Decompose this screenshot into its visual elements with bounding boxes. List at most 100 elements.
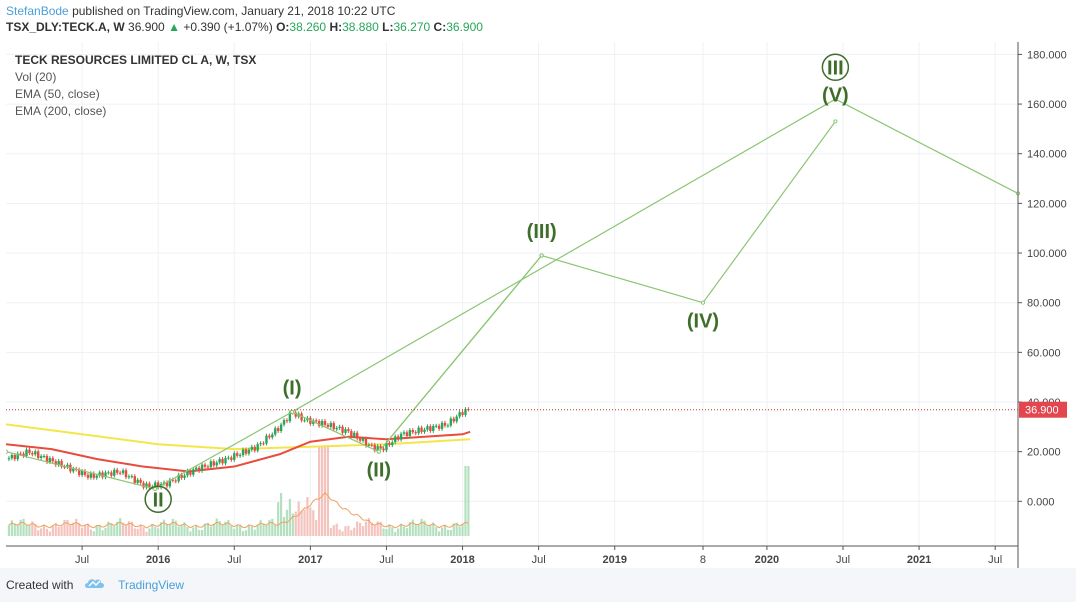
candle-body xyxy=(303,420,306,422)
volume-bar xyxy=(253,529,256,536)
volume-bar xyxy=(148,528,151,536)
volume-bar xyxy=(394,531,397,536)
volume-bar xyxy=(402,526,406,536)
created-with-text: Created with xyxy=(6,578,74,592)
volume-bar xyxy=(382,528,385,536)
volume-bar xyxy=(458,526,461,536)
volume-bar xyxy=(443,525,447,536)
volume-bar xyxy=(186,527,189,536)
candle-body xyxy=(279,424,283,432)
candle-body xyxy=(186,470,189,476)
candle-body xyxy=(350,431,353,437)
candle-body xyxy=(221,459,224,464)
volume-bar xyxy=(195,525,198,536)
x-tick-label: 2020 xyxy=(755,554,779,566)
volume-bar xyxy=(45,528,49,536)
x-tick-label: Jul xyxy=(532,554,546,566)
candle-body xyxy=(19,453,22,455)
volume-bar xyxy=(192,527,195,536)
volume-bar xyxy=(209,526,212,536)
last-price-label: 36.900 xyxy=(1025,405,1059,417)
candle-body xyxy=(118,472,122,474)
volume-bar xyxy=(198,529,201,536)
candle-body xyxy=(57,460,60,465)
candle-body xyxy=(347,429,350,432)
volume-bar xyxy=(145,531,148,536)
ema50-line xyxy=(5,430,471,473)
volume-bar xyxy=(72,522,75,536)
volume-bar xyxy=(300,510,303,536)
x-tick-label: 2019 xyxy=(602,554,626,566)
volume-bar xyxy=(247,524,251,536)
candle-body xyxy=(355,432,359,439)
volume-bar xyxy=(200,530,204,536)
volume-bar xyxy=(215,518,218,536)
price-chart[interactable]: II(I)(II)(III)(IV)(V)III 0.00020.00040.0… xyxy=(3,42,1070,568)
candle-body xyxy=(165,482,169,487)
volume-bar xyxy=(174,520,177,536)
volume-bar xyxy=(449,529,452,536)
author-link[interactable]: StefanBode xyxy=(6,4,69,18)
volume-bar xyxy=(318,446,321,536)
wave-point xyxy=(289,409,295,415)
candle-body xyxy=(391,442,394,446)
volume-bar xyxy=(37,530,40,536)
y-tick-label: 60.000 xyxy=(1027,347,1061,359)
volume-bar xyxy=(256,524,259,536)
candle-body xyxy=(288,412,292,422)
close-value: 36.900 xyxy=(446,20,483,34)
candle-body xyxy=(130,476,134,478)
candle-body xyxy=(224,457,227,464)
volume-bar xyxy=(411,519,414,536)
candle-body xyxy=(83,470,87,475)
volume-bar xyxy=(291,513,294,536)
candle-body xyxy=(294,412,297,417)
volume-bar xyxy=(10,520,13,536)
wave-point xyxy=(539,253,544,258)
volume-bar xyxy=(464,466,467,536)
candle-body xyxy=(250,446,254,450)
volume-bar xyxy=(326,446,330,536)
candle-body xyxy=(89,473,93,478)
volume-bar xyxy=(294,511,297,536)
candle-body xyxy=(271,434,274,438)
candle-body xyxy=(101,472,104,478)
volume-bar xyxy=(399,523,403,536)
candle-body xyxy=(16,453,19,460)
x-tick-label: 8 xyxy=(700,554,706,566)
candle-body xyxy=(95,475,98,478)
volume-bar xyxy=(212,523,215,536)
wave-label: III xyxy=(827,57,844,79)
volume-bar xyxy=(353,527,356,536)
volume-bar xyxy=(98,525,101,536)
candle-body xyxy=(98,472,101,476)
volume-bar xyxy=(95,526,98,536)
candle-body xyxy=(127,476,131,478)
candle-body xyxy=(358,438,362,441)
x-tick-label: Jul xyxy=(75,554,89,566)
candle-body xyxy=(42,456,46,458)
x-tick-label: 2021 xyxy=(907,554,931,566)
volume-bar xyxy=(40,528,43,536)
candle-body xyxy=(77,469,81,476)
candle-body xyxy=(408,430,412,437)
y-tick-label: 0.000 xyxy=(1027,496,1055,508)
candle-body xyxy=(31,453,34,455)
volume-bar xyxy=(19,519,22,536)
volume-bar xyxy=(446,529,450,536)
candle-body xyxy=(464,409,467,415)
volume-bar xyxy=(189,531,192,536)
candle-body xyxy=(48,458,52,463)
volume-bar xyxy=(440,527,444,536)
chart-frame[interactable]: II(I)(II)(III)(IV)(V)III 0.00020.00040.0… xyxy=(3,42,1070,568)
volume-bar xyxy=(364,521,368,536)
volume-bar xyxy=(397,528,400,536)
volume-bar xyxy=(116,521,119,536)
volume-bar xyxy=(224,521,227,536)
candle-body xyxy=(180,474,183,478)
volume-bar xyxy=(388,524,391,536)
candle-body xyxy=(139,479,142,483)
candle-body xyxy=(218,459,221,463)
tradingview-link[interactable]: TradingView xyxy=(118,578,185,592)
volume-bar xyxy=(241,531,245,536)
